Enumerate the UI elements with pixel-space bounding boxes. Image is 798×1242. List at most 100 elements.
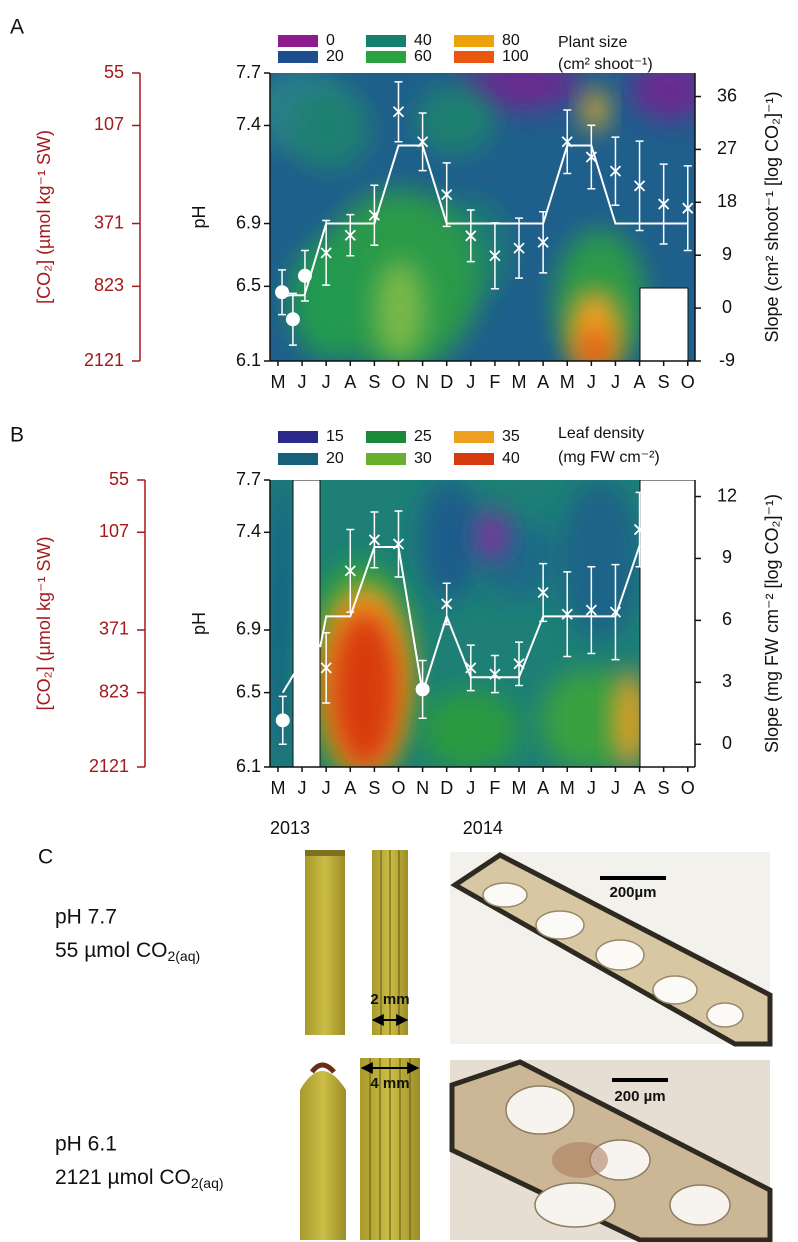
heatmap-region	[290, 90, 370, 170]
point-marker	[633, 180, 646, 192]
x-tick-label: S	[658, 778, 670, 798]
heatmap-region	[577, 330, 613, 361]
point-marker	[633, 523, 646, 536]
ph-tick-label: 6.5	[236, 275, 261, 295]
point-marker	[368, 534, 381, 546]
legend-label: 20	[326, 450, 344, 467]
x-tick-label: S	[368, 372, 380, 392]
co2-tick-label: 107	[99, 521, 129, 541]
heatmap-region	[420, 690, 520, 767]
legend-swatch	[366, 51, 406, 63]
point-marker	[392, 106, 405, 118]
legend-label: 15	[326, 428, 344, 445]
point-marker	[320, 247, 332, 259]
legend-title: Leaf density	[558, 425, 644, 442]
x-tick-label: J	[322, 372, 331, 392]
point-marker	[344, 229, 356, 241]
heatmap-region	[290, 240, 370, 360]
point-marker	[275, 713, 290, 728]
point-marker	[513, 242, 525, 254]
x-tick-label: J	[611, 372, 620, 392]
ph-tick-label: 6.1	[236, 756, 261, 776]
slope-tick-label: 9	[722, 547, 732, 567]
legend-swatch	[454, 35, 494, 47]
leaf-tip-cut	[305, 850, 345, 856]
ph-tick-label: 7.4	[236, 521, 261, 541]
condition-co2: 55 µmol CO2(aq)	[55, 939, 200, 964]
heatmap	[270, 480, 695, 767]
x-tick-label: J	[466, 372, 475, 392]
ph-tick-label: 7.4	[236, 114, 261, 134]
legend-label: 100	[502, 48, 529, 65]
heatmap	[270, 73, 695, 361]
co2-subscript: 2(aq)	[191, 1175, 224, 1191]
x-tick-label: M	[270, 372, 285, 392]
co2-tick-label: 2121	[89, 756, 129, 776]
x-tick-label: J	[587, 778, 596, 798]
co2-subscript: 2(aq)	[167, 948, 200, 964]
heatmap-region	[460, 73, 580, 110]
legend-label: 20	[326, 48, 344, 65]
point-marker	[682, 202, 694, 214]
step-line	[281, 545, 641, 694]
step-line	[277, 144, 688, 299]
slope-tick-label: 0	[722, 733, 732, 753]
x-tick-label: J	[611, 778, 620, 798]
legend-title: (mg FW cm⁻²)	[558, 449, 660, 466]
ph-axis-title: pH	[189, 612, 209, 635]
point-marker	[320, 662, 332, 674]
x-tick-label: A	[537, 778, 549, 798]
point-marker	[537, 586, 549, 599]
legend-swatch	[278, 453, 318, 465]
condition-ph: pH 7.7	[55, 906, 117, 929]
slope-tick-label: 36	[717, 85, 737, 105]
x-tick-label: N	[416, 778, 429, 798]
co2-tick-label: 823	[99, 681, 129, 701]
heatmap-region	[477, 510, 507, 560]
scale-bar-label: 200µm	[609, 884, 656, 901]
legend-swatch	[278, 51, 318, 63]
point-marker	[561, 608, 573, 620]
co2-tick-label: 371	[94, 212, 124, 232]
lacunae	[482, 882, 744, 1028]
point-marker	[609, 165, 622, 177]
legend-swatch	[454, 431, 494, 443]
data-layer	[275, 491, 646, 746]
co2-text: 55 µmol CO	[55, 939, 167, 962]
ph-axis-title: pH	[189, 205, 209, 228]
legend-swatch	[366, 431, 406, 443]
x-tick-label: A	[634, 778, 646, 798]
x-tick-label: M	[512, 372, 527, 392]
no-data-box	[639, 480, 695, 767]
ph-tick-label: 6.1	[236, 350, 261, 370]
x-tick-label: F	[489, 372, 500, 392]
point-marker	[585, 604, 597, 616]
leaf-tip-image	[300, 1071, 346, 1240]
x-tick-label: A	[344, 778, 356, 798]
x-tick-label: O	[391, 778, 405, 798]
leaf-tip-image	[305, 850, 345, 1035]
condition-ph: pH 6.1	[55, 1133, 117, 1156]
year-label: 2013	[270, 818, 310, 838]
x-tick-label: J	[587, 372, 596, 392]
leaf-tip-red	[309, 1062, 336, 1074]
heatmap-region	[615, 670, 645, 767]
leaf-veins	[380, 850, 400, 1035]
heatmap-region	[375, 260, 425, 360]
point-marker	[344, 565, 356, 577]
legend-swatch	[454, 51, 494, 63]
panel-label: A	[10, 16, 24, 39]
heatmap-region	[420, 480, 480, 600]
heatmap-region	[583, 90, 607, 130]
heatmap-region	[630, 73, 695, 120]
x-tick-label: O	[681, 778, 695, 798]
legend-title: Plant size	[558, 34, 627, 51]
x-tick-label: A	[537, 372, 549, 392]
slope-tick-label: 0	[722, 297, 732, 317]
legend-swatch	[278, 35, 318, 47]
slope-tick-label: 27	[717, 138, 737, 158]
scale-bar-label: 200 µm	[614, 1088, 665, 1105]
legend-title: (cm² shoot⁻¹)	[558, 56, 653, 73]
leaf-width-label: 2 mm	[370, 991, 409, 1008]
